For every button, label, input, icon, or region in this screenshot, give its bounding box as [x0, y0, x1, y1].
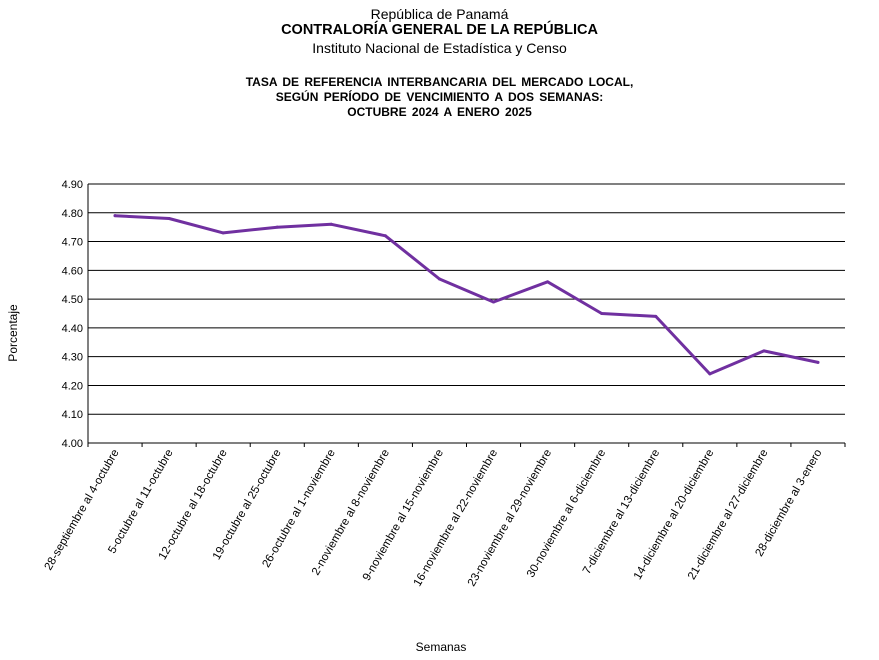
y-tick-label-1: 4.10: [62, 409, 83, 421]
y-tick-label-9: 4.90: [62, 179, 83, 191]
header-country: República de Panamá: [370, 6, 509, 22]
data-point-0: [113, 214, 117, 218]
y-tick-label-7: 4.70: [62, 237, 83, 249]
chart-title-line-2: SEGÚN PERÍODO DE VENCIMIENTO A DOS SEMAN…: [275, 90, 604, 104]
data-point-10: [654, 314, 658, 318]
series-layer: [113, 214, 820, 376]
data-point-11: [708, 372, 712, 376]
data-point-3: [275, 225, 279, 229]
y-tick-label-0: 4.00: [62, 438, 83, 450]
data-point-1: [167, 217, 171, 221]
series-line: [113, 214, 820, 376]
y-tick-label-8: 4.80: [62, 208, 83, 220]
data-point-4: [329, 222, 333, 226]
data-point-12: [762, 349, 766, 353]
y-tick-label-3: 4.30: [62, 352, 83, 364]
axes: [87, 184, 846, 447]
y-tick-label-4: 4.40: [62, 323, 83, 335]
x-tick-label-0: 28-septiembre al 4-octubre: [43, 448, 122, 573]
data-point-13: [816, 360, 820, 364]
y-tick-labels: 4.00 4.10 4.20 4.30 4.40 4.50 4.60 4.70 4.80 4.90: [62, 179, 83, 450]
data-point-8: [546, 280, 550, 284]
header-institute: Instituto Nacional de Estadística y Cens…: [312, 40, 567, 56]
chart-title-line-1: TASA DE REFERENCIA INTERBANCARIA DEL MER…: [245, 75, 634, 89]
x-axis-label: Semanas: [416, 640, 467, 654]
data-point-9: [600, 312, 604, 315]
gridlines: [88, 183, 845, 444]
data-point-7: [492, 300, 496, 304]
y-tick-label-2: 4.20: [62, 380, 83, 392]
y-tick-label-6: 4.60: [62, 265, 83, 277]
chart-title-line-3: OCTUBRE 2024 A ENERO 2025: [347, 105, 532, 119]
y-axis-label: Porcentaje: [6, 304, 20, 362]
data-point-6: [437, 277, 441, 281]
y-tick-label-5: 4.50: [62, 294, 83, 306]
data-point-5: [383, 234, 387, 238]
data-point-2: [221, 231, 225, 235]
header-institution: CONTRALORÍA GENERAL DE LA REPÚBLICA: [281, 22, 598, 38]
